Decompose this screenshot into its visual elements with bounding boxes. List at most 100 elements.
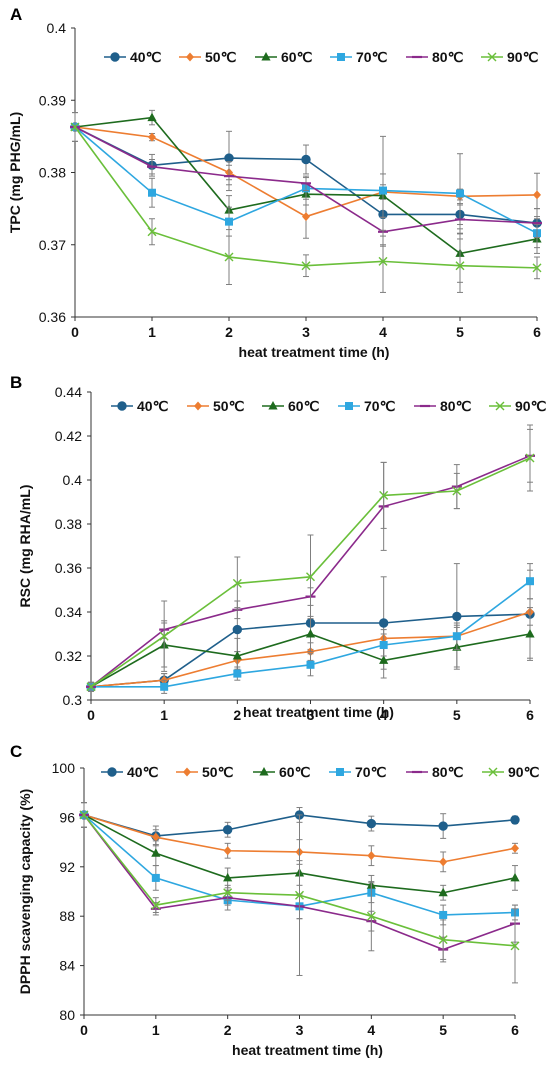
y-tick-label: 96 bbox=[59, 809, 75, 825]
data-point bbox=[510, 941, 520, 951]
x-tick-label: 2 bbox=[233, 707, 241, 723]
data-point bbox=[510, 815, 520, 825]
x-tick-label: 4 bbox=[380, 707, 388, 723]
data-point bbox=[301, 154, 311, 165]
data-point bbox=[160, 682, 169, 691]
data-point bbox=[223, 888, 233, 898]
x-tick-label: 4 bbox=[379, 324, 387, 340]
panel-label: A bbox=[10, 5, 22, 24]
data-point bbox=[379, 186, 387, 195]
x-tick-label: 3 bbox=[307, 707, 315, 723]
x-tick-label: 6 bbox=[511, 1022, 519, 1038]
data-point bbox=[438, 887, 448, 897]
y-tick-label: 84 bbox=[59, 958, 75, 974]
y-tick-label: 0.4 bbox=[63, 472, 83, 488]
legend-item: 80℃ bbox=[406, 764, 464, 780]
legend-label: 60℃ bbox=[288, 398, 320, 414]
x-tick-label: 0 bbox=[87, 707, 95, 723]
data-point bbox=[151, 848, 161, 857]
y-tick-label: 0.38 bbox=[39, 165, 66, 181]
legend-marker bbox=[110, 52, 120, 62]
data-point bbox=[452, 486, 462, 496]
legend-label: 80℃ bbox=[440, 398, 472, 414]
data-point bbox=[532, 263, 542, 273]
legend-item: 40℃ bbox=[101, 764, 159, 780]
legend-label: 70℃ bbox=[356, 49, 388, 65]
legend-item: 50℃ bbox=[179, 49, 237, 65]
data-point bbox=[306, 572, 315, 582]
legend-item: 90℃ bbox=[489, 398, 547, 414]
y-tick-label: 0.39 bbox=[39, 92, 66, 108]
data-point bbox=[379, 655, 389, 664]
data-point bbox=[452, 611, 462, 622]
y-tick-label: 0.44 bbox=[55, 384, 82, 400]
legend-item: 40℃ bbox=[111, 398, 169, 414]
legend-label: 80℃ bbox=[432, 49, 464, 65]
legend-label: 90℃ bbox=[507, 49, 539, 65]
data-point bbox=[367, 851, 376, 861]
data-point bbox=[379, 490, 389, 500]
y-axis-label: RSC (mg RHA/mL) bbox=[17, 485, 33, 608]
legend-item: 90℃ bbox=[481, 49, 539, 65]
data-point bbox=[438, 935, 448, 945]
legend-item: 90℃ bbox=[482, 764, 540, 780]
data-point bbox=[366, 818, 377, 829]
x-tick-label: 3 bbox=[302, 324, 310, 340]
data-point bbox=[525, 629, 535, 638]
data-point bbox=[222, 825, 233, 835]
legend: 40℃ 50℃ 60℃ 70℃ 80℃ 90℃ bbox=[101, 764, 540, 780]
data-point bbox=[439, 857, 448, 867]
x-tick-label: 6 bbox=[533, 324, 541, 340]
chart-panel-C: C 80 84 88 92 96 100 0 1 2 3 4 5 6 heat treatment time… bbox=[10, 742, 540, 1058]
data-point bbox=[302, 212, 310, 222]
x-tick-label: 0 bbox=[80, 1022, 88, 1038]
legend-item: 70℃ bbox=[330, 49, 388, 65]
data-point bbox=[233, 669, 242, 678]
data-point bbox=[510, 872, 520, 882]
legend-item: 80℃ bbox=[414, 398, 472, 414]
data-point bbox=[366, 911, 376, 921]
x-tick-label: 2 bbox=[225, 324, 233, 340]
data-point bbox=[223, 872, 233, 882]
legend-marker bbox=[107, 767, 117, 777]
data-point bbox=[525, 453, 535, 463]
chart-panel-B: B 0.3 0.32 0.34 0.36 0.38 0.4 0.42 0.44 0 1 2 3 4 5 6 he… bbox=[10, 373, 547, 723]
panel-label: B bbox=[10, 373, 22, 392]
legend-marker bbox=[117, 401, 127, 411]
legend-label: 60℃ bbox=[279, 764, 311, 780]
y-tick-label: 0.4 bbox=[47, 20, 67, 36]
data-point bbox=[295, 890, 304, 900]
series-5 bbox=[86, 424, 535, 692]
data-point bbox=[151, 832, 160, 842]
legend-label: 60℃ bbox=[281, 49, 313, 65]
data-point bbox=[147, 227, 157, 237]
y-tick-label: 0.32 bbox=[55, 648, 82, 664]
y-axis-label: DPPH scavenging capacity (%) bbox=[17, 789, 33, 994]
y-tick-label: 100 bbox=[52, 760, 76, 776]
x-tick-label: 4 bbox=[367, 1022, 375, 1038]
legend-item: 60℃ bbox=[255, 49, 313, 65]
x-axis-label: heat treatment time (h) bbox=[239, 344, 390, 360]
data-point bbox=[148, 188, 156, 197]
legend-item: 40℃ bbox=[104, 49, 162, 65]
legend-item: 70℃ bbox=[338, 398, 396, 414]
legend-marker bbox=[261, 52, 271, 61]
y-tick-label: 0.38 bbox=[55, 516, 82, 532]
data-point bbox=[86, 682, 96, 692]
data-point bbox=[79, 810, 89, 820]
legend-item: 60℃ bbox=[262, 398, 320, 414]
data-point bbox=[378, 256, 388, 266]
data-point bbox=[223, 846, 232, 856]
chart-panel-A: A 0.36 0.37 0.38 0.39 0.4 0 1 2 3 4 5 6 heat treatmen… bbox=[7, 5, 542, 360]
y-tick-label: 0.36 bbox=[55, 560, 82, 576]
legend: 40℃ 50℃ 60℃ 70℃ 80℃ 90℃ bbox=[104, 49, 539, 65]
data-point bbox=[526, 577, 534, 586]
legend-marker bbox=[183, 767, 191, 777]
x-axis-label: heat treatment time (h) bbox=[243, 704, 394, 720]
legend-marker bbox=[487, 52, 497, 62]
data-point bbox=[511, 843, 519, 853]
series-5 bbox=[70, 112, 542, 293]
legend-marker bbox=[345, 402, 353, 410]
data-point bbox=[232, 578, 242, 588]
